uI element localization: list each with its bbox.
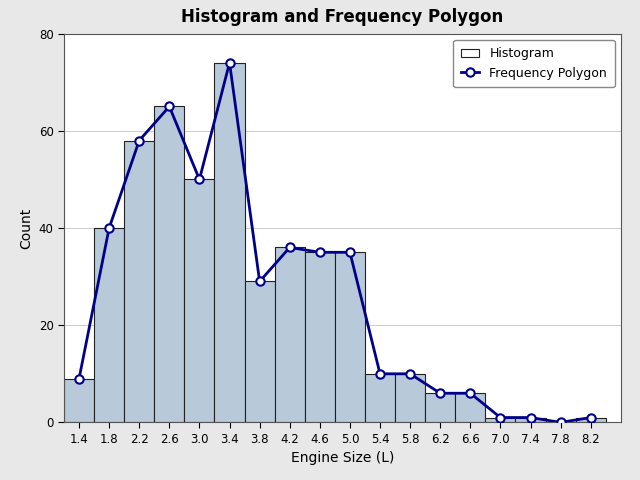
Y-axis label: Count: Count [19, 207, 33, 249]
Bar [395, 374, 425, 422]
Bar [275, 248, 305, 422]
Bar [305, 252, 335, 422]
Bar [425, 393, 455, 422]
Bar [455, 393, 485, 422]
Bar [244, 281, 275, 422]
Bar [214, 63, 244, 422]
Bar [64, 379, 94, 422]
Bar [124, 141, 154, 422]
Bar [485, 418, 515, 422]
Bar [575, 418, 605, 422]
Legend: Histogram, Frequency Polygon: Histogram, Frequency Polygon [453, 40, 614, 87]
Title: Histogram and Frequency Polygon: Histogram and Frequency Polygon [181, 9, 504, 26]
Bar [515, 418, 545, 422]
Bar [154, 107, 184, 422]
Bar [335, 252, 365, 422]
Bar [365, 374, 395, 422]
Bar [94, 228, 124, 422]
X-axis label: Engine Size (L): Engine Size (L) [291, 451, 394, 466]
Bar [184, 180, 214, 422]
